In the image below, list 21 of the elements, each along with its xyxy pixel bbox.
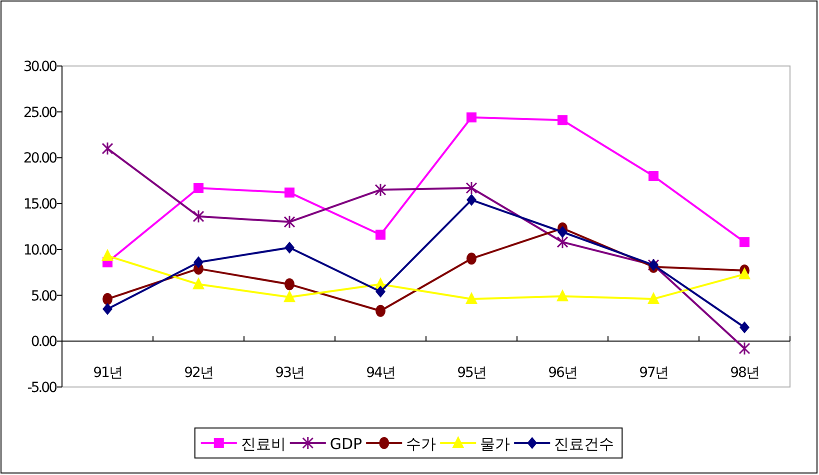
x-tick-label: 92년 <box>184 365 213 381</box>
legend-label: 물가 <box>480 435 510 453</box>
legend-label: 수가 <box>406 435 436 453</box>
x-tick-label: 91년 <box>93 365 122 381</box>
y-tick-label: 20.00 <box>23 150 57 167</box>
y-tick-label: 10.00 <box>23 242 57 258</box>
x-tick-label: 97년 <box>639 365 668 381</box>
legend-label: GDP <box>330 435 362 453</box>
y-tick-label: 5.00 <box>30 288 57 304</box>
y-tick-label: 30.00 <box>23 59 57 75</box>
x-tick-label: 98년 <box>730 365 759 381</box>
y-tick-label: 0.00 <box>30 334 57 350</box>
y-tick-label: -5.00 <box>27 380 57 396</box>
legend-label: 진료건수 <box>554 435 614 453</box>
x-tick-label: 95년 <box>457 365 486 381</box>
y-tick-label: 15.00 <box>23 196 57 213</box>
x-tick-label: 94년 <box>366 365 395 381</box>
y-tick-label: 25.00 <box>23 104 57 121</box>
x-tick-label: 93년 <box>275 365 304 381</box>
x-tick-label: 96년 <box>548 365 577 381</box>
legend-label: 진료비 <box>240 435 286 453</box>
